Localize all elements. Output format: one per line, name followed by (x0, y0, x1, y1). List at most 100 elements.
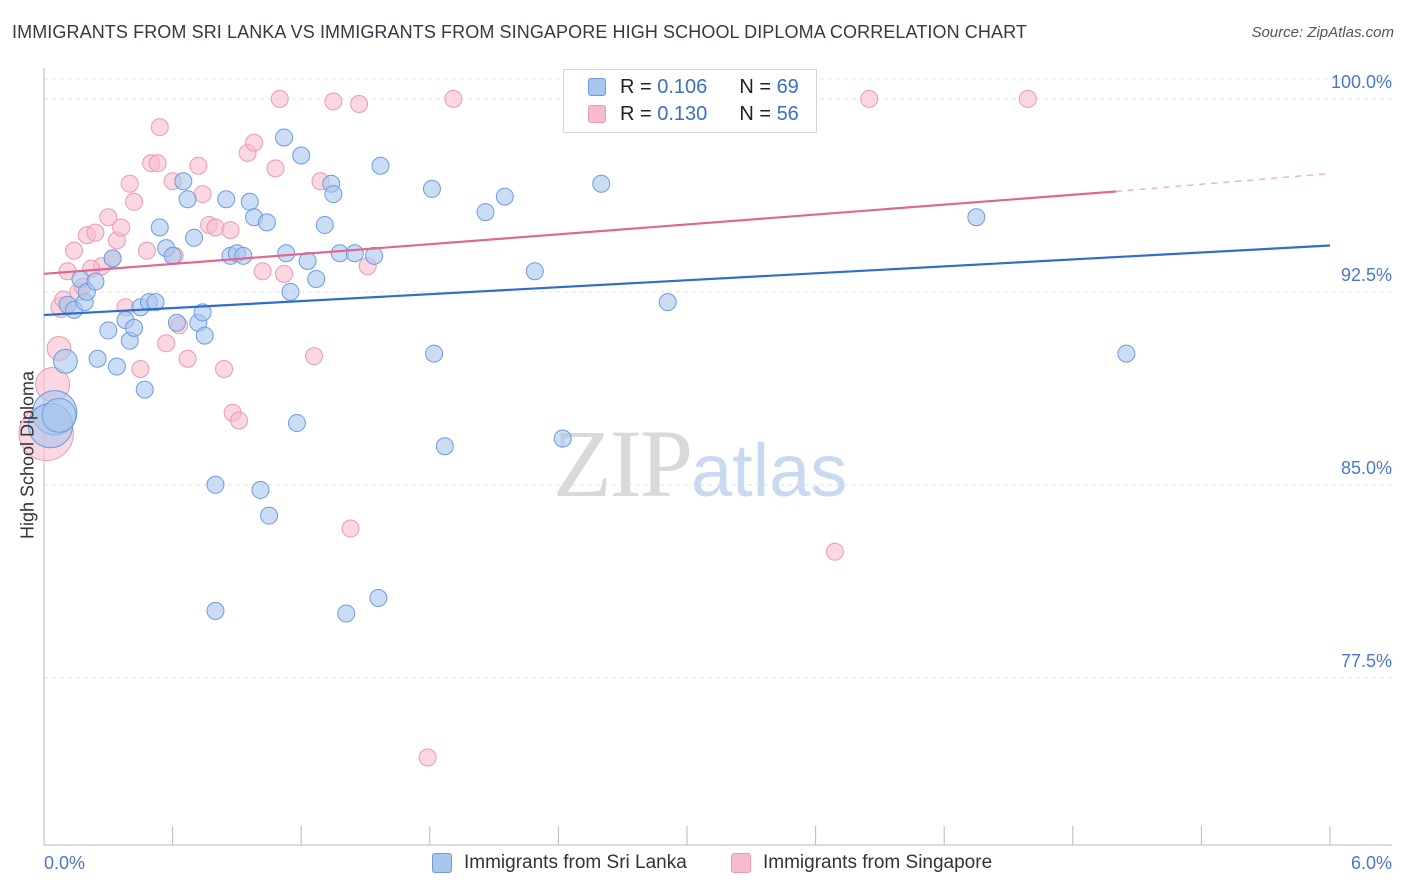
sri-lanka-point (206, 601, 225, 620)
singapore-point (86, 223, 105, 242)
correlation-legend: R = 0.106 N = 69 R = 0.130 N = 56 (563, 69, 817, 133)
y-tick-label: 77.5% (1341, 651, 1392, 671)
sri-lanka-point (525, 262, 544, 281)
singapore-point (131, 360, 150, 379)
singapore-point (341, 519, 360, 538)
sri-lanka-point (53, 348, 78, 374)
legend-n-value: 56 (776, 102, 799, 125)
trend-lines (43, 172, 1331, 317)
sri-lanka-point (275, 128, 294, 147)
sri-lanka-trend-line (43, 244, 1331, 317)
sri-lanka-point (206, 475, 225, 494)
sri-lanka-point (330, 244, 349, 263)
sri-lanka-point (217, 190, 236, 209)
legend-r-value: 0.106 (657, 75, 708, 98)
sri-lanka-point (103, 249, 122, 268)
singapore-point (444, 89, 463, 108)
legend-swatch-pink (588, 105, 606, 123)
singapore-points (18, 89, 1037, 767)
sri-lanka-point (41, 397, 77, 433)
sri-lanka-point (163, 246, 182, 265)
series-legend-singapore[interactable]: Immigrants from Singapore (731, 852, 992, 874)
sri-lanka-point (193, 303, 212, 322)
series-legend: Immigrants from Sri Lanka Immigrants fro… (0, 852, 1406, 878)
singapore-point (206, 218, 225, 237)
series-legend-sri-lanka[interactable]: Immigrants from Sri Lanka (432, 852, 687, 874)
watermark-zip: ZIP (553, 410, 693, 517)
sri-lanka-point (178, 190, 197, 209)
sri-lanka-point (135, 380, 154, 399)
legend-n-label: N = (739, 102, 777, 125)
series-legend-label: Immigrants from Singapore (763, 852, 993, 873)
sri-lanka-point (658, 293, 677, 312)
y-axis-label: High School Diploma (17, 370, 38, 540)
sri-lanka-point (422, 179, 441, 198)
sri-lanka-point (476, 203, 495, 222)
y-tick-label: 92.5% (1341, 265, 1392, 285)
singapore-point (253, 262, 272, 281)
series-swatch-blue (432, 853, 452, 873)
singapore-point (230, 411, 249, 430)
singapore-trend-line (43, 190, 1116, 275)
singapore-point (137, 241, 156, 260)
watermark-atlas: atlas (691, 429, 848, 512)
singapore-point (275, 264, 294, 283)
sri-lanka-point (371, 156, 390, 175)
singapore-point (1018, 89, 1037, 108)
singapore-point (825, 542, 844, 561)
singapore-point (120, 174, 139, 193)
sri-lanka-point (553, 429, 572, 448)
sri-lanka-point (86, 272, 105, 291)
sri-lanka-point (365, 246, 384, 265)
sri-lanka-point (167, 313, 186, 332)
watermark: ZIPatlas (553, 408, 847, 519)
legend-swatch-blue (588, 78, 606, 96)
sri-lanka-point (260, 506, 279, 525)
x-tick-label: 6.0% (1351, 853, 1392, 873)
sri-lanka-point (195, 326, 214, 345)
sri-lanka-point (150, 218, 169, 237)
gridlines (44, 78, 1392, 679)
sri-lanka-point (257, 213, 276, 232)
legend-r-value: 0.130 (657, 102, 708, 125)
sri-lanka-point (277, 244, 296, 263)
sri-lanka-point (174, 172, 193, 191)
singapore-point (245, 133, 264, 152)
singapore-point (157, 334, 176, 353)
sri-lanka-point (125, 318, 144, 337)
singapore-point (270, 89, 289, 108)
legend-n-label: N = (739, 75, 777, 98)
sri-lanka-point (287, 414, 306, 433)
sri-lanka-point (146, 293, 165, 312)
sri-lanka-point (251, 480, 270, 499)
legend-row-singapore: R = 0.130 N = 56 (588, 102, 799, 126)
source-credit: Source: ZipAtlas.com (1251, 24, 1394, 41)
sri-lanka-point (337, 604, 356, 623)
sri-lanka-point (185, 228, 204, 247)
series-swatch-pink (731, 853, 751, 873)
singapore-point (350, 95, 369, 114)
singapore-point (215, 360, 234, 379)
singapore-point (860, 89, 879, 108)
singapore-point (150, 118, 169, 137)
sri-lanka-point (298, 251, 317, 270)
sri-lanka-point (435, 437, 454, 456)
x-tick-label: 0.0% (44, 853, 85, 873)
sri-lanka-point (324, 185, 343, 204)
sri-lanka-point (425, 344, 444, 363)
sri-lanka-point (240, 192, 259, 211)
sri-lanka-point (107, 357, 126, 376)
sri-lanka-point (967, 208, 986, 227)
sri-lanka-point (345, 244, 364, 263)
singapore-point (324, 92, 343, 111)
sri-lanka-point (234, 246, 253, 265)
singapore-point (305, 347, 324, 366)
y-tick-label: 85.0% (1341, 458, 1392, 478)
series-legend-label: Immigrants from Sri Lanka (464, 852, 687, 873)
legend-n-value: 69 (776, 75, 799, 98)
sri-lanka-point (1117, 344, 1136, 363)
singapore-point (65, 241, 84, 260)
singapore-point (178, 349, 197, 368)
sri-lanka-point (281, 282, 300, 301)
